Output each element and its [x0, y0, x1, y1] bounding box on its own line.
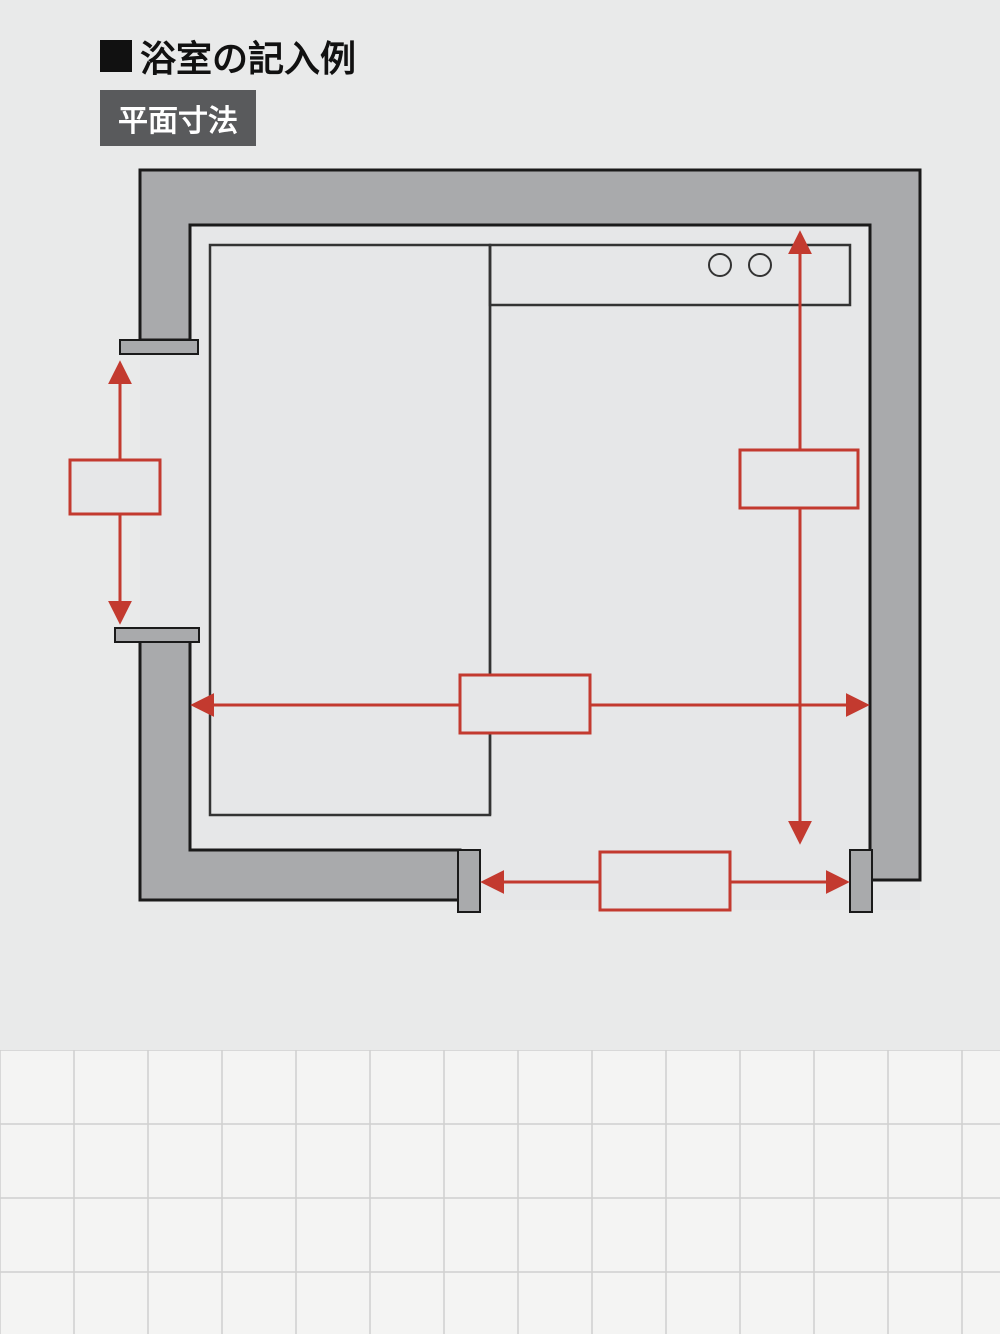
subtitle-tag-text: 平面寸法 [118, 105, 238, 138]
title-bullet-square [100, 40, 132, 72]
grid-bg [0, 1050, 1000, 1334]
floor-plan-diagram [60, 150, 940, 1000]
door-jamb-1 [850, 850, 872, 912]
window-sill-0 [120, 340, 198, 354]
room-floor [140, 170, 920, 910]
page: 浴室の記入例 平面寸法 [0, 0, 1000, 1334]
title-text: 浴室の記入例 [140, 30, 356, 82]
section-title: 浴室の記入例 [100, 30, 356, 82]
floor-plan-svg [60, 150, 940, 1000]
dim-box-room-width [460, 675, 590, 733]
subtitle-tag: 平面寸法 [100, 90, 256, 146]
window-sill-1 [115, 628, 199, 642]
grid-paper [0, 1050, 1000, 1334]
door-jamb-0 [458, 850, 480, 912]
dim-box-room-depth-right [740, 450, 858, 508]
grid-paper-svg [0, 1050, 1000, 1334]
dim-box-window-height [70, 460, 160, 514]
dim-box-door-width [600, 852, 730, 910]
